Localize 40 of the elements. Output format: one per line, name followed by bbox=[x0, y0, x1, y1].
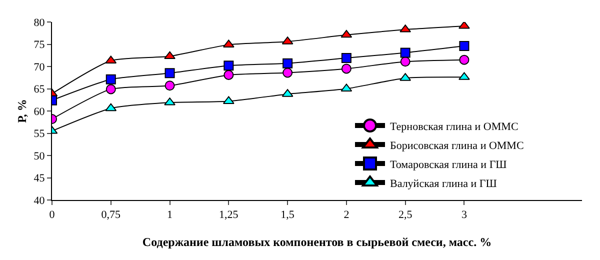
y-tick-label: 80 bbox=[34, 16, 46, 29]
x-axis-title: Содержание шламовых компонентов в сырьевой смеси, масс. % bbox=[142, 235, 492, 249]
legend-label: Борисовская глина и ОММС bbox=[390, 140, 524, 152]
y-axis-title: Р, % bbox=[15, 99, 30, 123]
point bbox=[340, 30, 352, 38]
x-tick-label: 3 bbox=[461, 209, 468, 222]
x-tick-label: 1,5 bbox=[280, 209, 295, 222]
point bbox=[164, 80, 175, 91]
point bbox=[224, 60, 234, 71]
point bbox=[106, 84, 116, 94]
point bbox=[224, 70, 234, 80]
legend-label: Терновская глина и ОММС bbox=[390, 120, 518, 133]
y-tick-label: 45 bbox=[34, 172, 46, 185]
point bbox=[400, 48, 410, 58]
y-tick-label: 60 bbox=[34, 106, 46, 118]
x-tick-label: 2,5 bbox=[398, 209, 413, 222]
y-tick-label: 40 bbox=[34, 194, 46, 207]
x-tick-label: 0,75 bbox=[101, 209, 122, 222]
x-tick-label: 1 bbox=[167, 209, 173, 222]
point bbox=[341, 53, 352, 64]
x-tick-label: 0 bbox=[49, 209, 56, 222]
x-tick-label: 2 bbox=[344, 209, 350, 222]
point bbox=[459, 54, 470, 65]
point bbox=[164, 51, 176, 60]
y-tick-label: 65 bbox=[34, 84, 46, 96]
y-tick-label: 75 bbox=[34, 39, 46, 52]
point bbox=[341, 64, 352, 74]
point bbox=[400, 56, 410, 67]
point bbox=[106, 74, 116, 84]
x-tick-label: 1,25 bbox=[219, 209, 239, 222]
point bbox=[459, 41, 470, 52]
y-tick-label: 70 bbox=[34, 61, 46, 74]
legend-label: Томаровская глина и ГШ bbox=[390, 158, 507, 171]
point bbox=[282, 58, 293, 68]
y-tick-label: 55 bbox=[34, 128, 46, 140]
point bbox=[105, 103, 117, 112]
point bbox=[164, 68, 175, 78]
point bbox=[282, 68, 293, 78]
legend-label: Валуйская глина и ГШ bbox=[390, 178, 497, 190]
y-tick-label: 50 bbox=[34, 150, 46, 162]
